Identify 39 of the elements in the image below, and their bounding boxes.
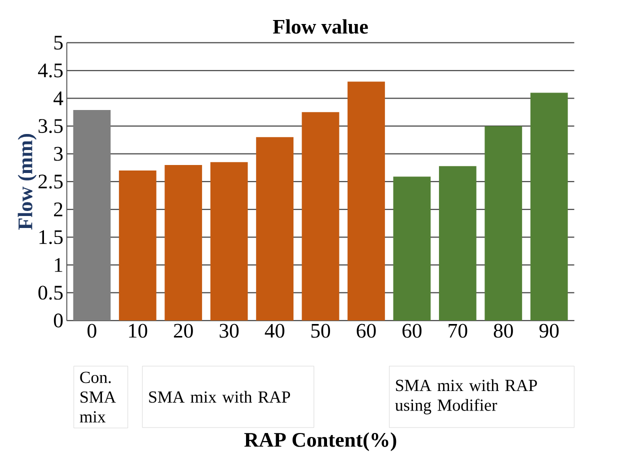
y-tick-label: 0.5 <box>38 286 63 300</box>
x-axis-title: RAP Content(%) <box>244 432 396 452</box>
bar <box>530 92 568 320</box>
x-tick-label: 50 <box>311 324 330 338</box>
y-tick-label: 2.5 <box>38 174 63 189</box>
y-tick-label: 2 <box>54 202 62 216</box>
bar <box>484 126 522 320</box>
text: SMA mix with RAP using Modifier <box>395 379 537 414</box>
bar <box>118 170 156 320</box>
y-tick-label: 4.5 <box>38 64 63 78</box>
bar <box>210 162 248 320</box>
y-tick-label: 1.5 <box>39 230 63 244</box>
x-tick-label: 60 <box>356 324 376 338</box>
bar <box>164 164 202 320</box>
y-tick-label: 5 <box>54 36 63 50</box>
y-tick-label: 3.5 <box>38 119 63 134</box>
y-tick-label: 1 <box>54 258 62 272</box>
y-tick-label: 3 <box>54 146 63 161</box>
x-tick-label: 0 <box>88 324 96 338</box>
chart-title: Flow value <box>272 19 368 34</box>
bar <box>256 137 294 320</box>
x-tick-label: 30 <box>220 324 239 338</box>
bar <box>348 82 385 320</box>
x-tick-label: 20 <box>174 324 193 338</box>
x-tick-label: 70 <box>448 324 468 338</box>
bar <box>438 166 476 320</box>
x-tick-label: 40 <box>264 324 284 338</box>
y-tick-label: 0 <box>54 314 63 328</box>
bar <box>393 176 431 320</box>
x-tick-label: 10 <box>129 324 148 338</box>
y-tick-label: 4 <box>54 91 64 106</box>
bar <box>302 112 340 320</box>
x-tick-label: 90 <box>539 324 559 338</box>
x-tick-label: 60 <box>402 324 422 338</box>
text: Con. SMA mix <box>80 372 116 422</box>
y-axis-title: Flow (mm) <box>18 134 37 230</box>
x-tick-label: 80 <box>494 324 513 338</box>
bar <box>73 110 111 320</box>
text: SMA mix with RAP <box>149 390 290 403</box>
